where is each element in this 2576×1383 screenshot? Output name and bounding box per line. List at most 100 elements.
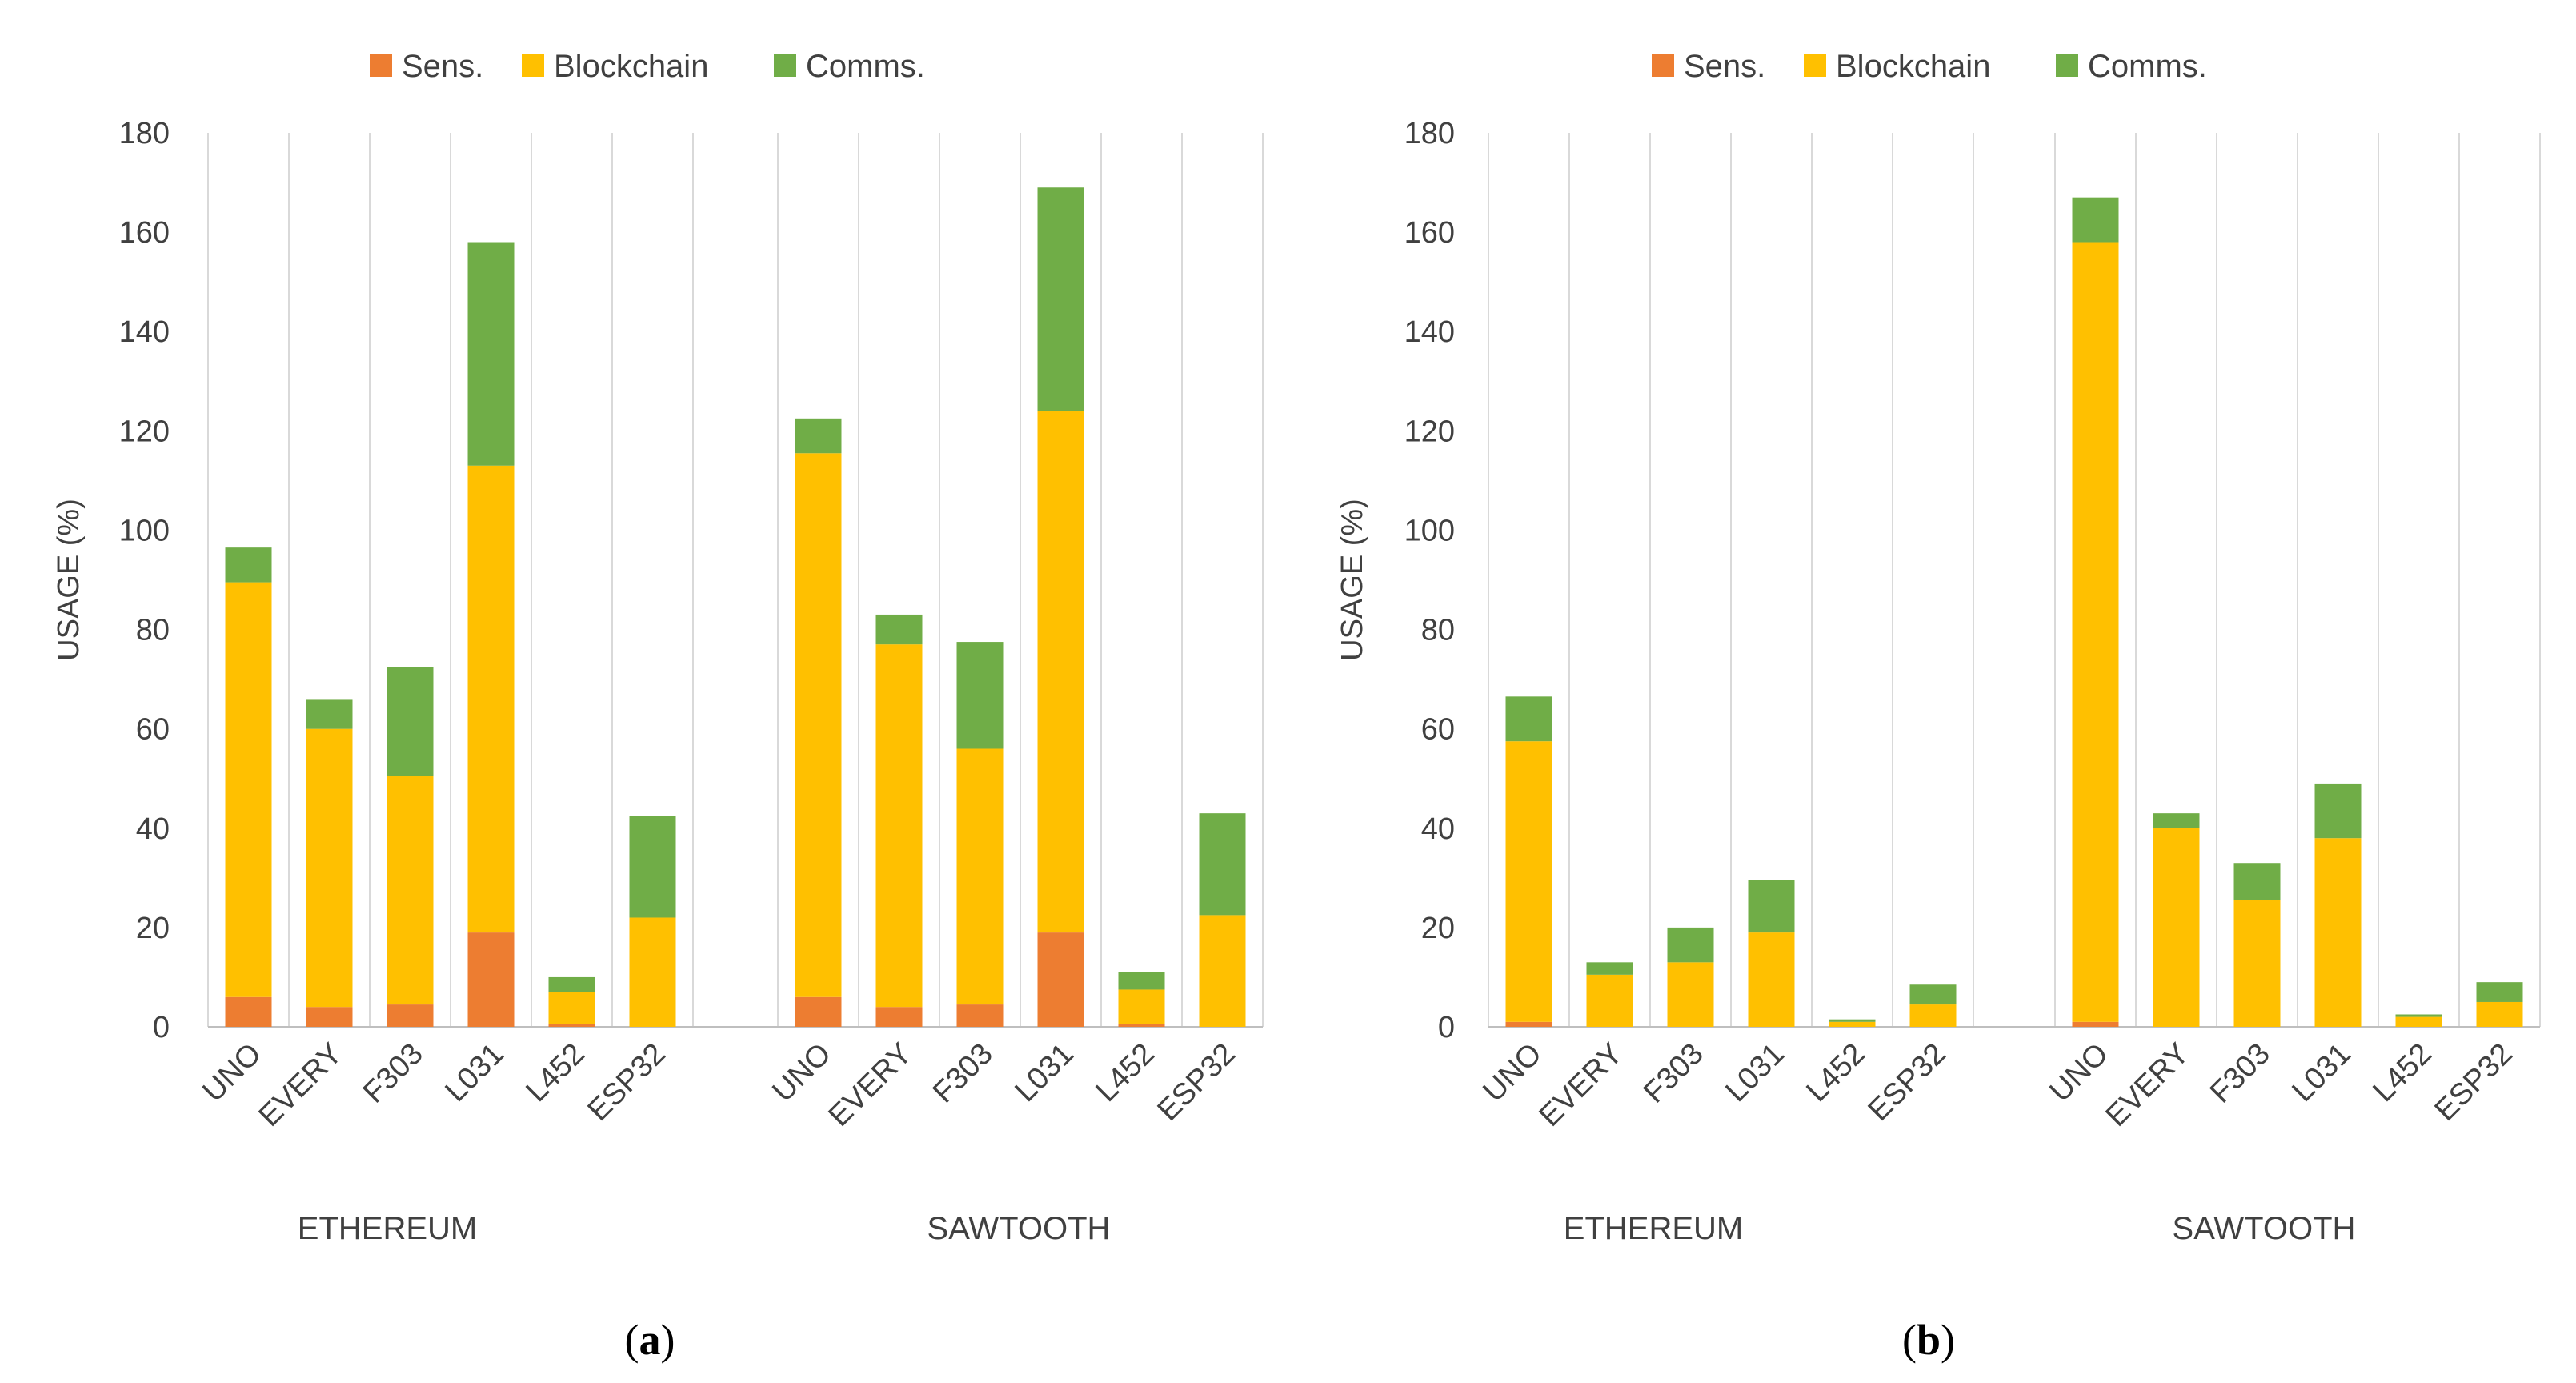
bar-comms-sawtooth-esp32 [1199,813,1246,916]
y-tick-label: 140 [119,315,170,349]
legend-swatch [1652,54,1674,77]
y-tick-label: 0 [153,1011,170,1044]
legend-swatch [370,54,392,77]
bar-comms-sawtooth-l031 [1037,187,1084,411]
y-tick-label: 180 [1404,117,1455,150]
legend-label: Sens. [1684,49,1765,84]
x-tick-label: EVERY [253,1037,349,1133]
x-tick-label: ESP32 [1152,1037,1242,1128]
x-tick-label: L031 [1719,1037,1790,1108]
bar-blockchain-sawtooth-f303 [2233,900,2281,1027]
bar-sens-ethereum-uno [225,996,272,1027]
y-tick-label: 40 [136,812,170,846]
bar-sens-sawtooth-uno [2072,1021,2119,1027]
x-tick-label: UNO [2043,1037,2114,1108]
bar-comms-sawtooth-uno [795,418,842,454]
bar-blockchain-ethereum-uno [225,582,272,997]
bar-sens-ethereum-uno [1505,1021,1552,1027]
x-tick-label: L452 [2366,1037,2438,1108]
bar-blockchain-ethereum-l031 [467,465,515,933]
bar-comms-sawtooth-every [875,614,923,645]
bar-sens-sawtooth-every [875,1007,923,1027]
bar-comms-ethereum-esp32 [1909,984,1957,1005]
x-tick-label: L031 [439,1037,510,1108]
bar-sens-ethereum-f303 [387,1004,434,1027]
bar-sens-sawtooth-f303 [956,1004,1004,1027]
group-label: ETHEREUM [1564,1211,1743,1246]
bar-comms-ethereum-esp32 [629,816,676,918]
x-tick-label: ESP32 [2429,1037,2519,1128]
bar-comms-ethereum-l452 [548,976,595,992]
caption-paren: ( [1902,1316,1917,1364]
bar-comms-sawtooth-f303 [956,642,1004,749]
y-tick-label: 0 [1438,1011,1455,1044]
y-tick-label: 160 [119,216,170,250]
legend-label: Comms. [2088,49,2207,84]
x-tick-label: L031 [2286,1037,2357,1108]
y-tick-label: 20 [136,912,170,945]
caption-paren: ) [661,1316,675,1364]
x-tick-label: F303 [357,1037,430,1110]
bar-blockchain-ethereum-l452 [1829,1021,1876,1027]
panel-caption: (b) [1902,1316,1955,1364]
bar-blockchain-ethereum-f303 [1667,962,1714,1027]
x-tick-label: UNO [1476,1037,1548,1108]
bar-sens-sawtooth-uno [795,996,842,1027]
group-label: SAWTOOTH [927,1211,1111,1246]
bar-blockchain-sawtooth-l452 [1118,989,1165,1024]
y-tick-label: 80 [1421,614,1455,647]
bar-sens-sawtooth-l452 [1118,1024,1165,1027]
bar-blockchain-ethereum-f303 [387,776,434,1005]
bar-blockchain-sawtooth-l031 [1037,411,1084,933]
y-tick-label: 120 [119,415,170,448]
bar-blockchain-sawtooth-l452 [2395,1016,2442,1027]
bar-comms-sawtooth-l452 [2395,1014,2442,1017]
bar-sens-ethereum-l452 [548,1024,595,1027]
bar-blockchain-sawtooth-uno [2072,242,2119,1022]
x-tick-label: UNO [766,1037,837,1108]
x-tick-label: L452 [1800,1037,1871,1108]
bar-comms-sawtooth-esp32 [2476,982,2523,1002]
legend-swatch [522,54,544,77]
bar-comms-sawtooth-l031 [2314,783,2362,839]
bar-blockchain-ethereum-esp32 [1909,1004,1957,1027]
bar-comms-sawtooth-every [2153,813,2200,828]
bar-blockchain-sawtooth-every [875,644,923,1008]
x-tick-label: L452 [519,1037,591,1108]
bar-comms-ethereum-l031 [467,242,515,466]
y-tick-label: 100 [119,514,170,547]
group-label: SAWTOOTH [2173,1211,2356,1246]
x-tick-label: UNO [196,1037,267,1108]
bar-comms-sawtooth-l452 [1118,972,1165,990]
bar-blockchain-sawtooth-every [2153,828,2200,1027]
legend-label: Blockchain [554,49,708,84]
bar-blockchain-sawtooth-f303 [956,748,1004,1005]
bar-blockchain-ethereum-every [1586,974,1633,1027]
bar-blockchain-sawtooth-esp32 [2476,1001,2523,1027]
bar-blockchain-ethereum-esp32 [629,917,676,1027]
y-tick-label: 60 [1421,713,1455,747]
legend-label: Sens. [402,49,483,84]
caption-paren: ( [625,1316,639,1364]
y-axis-label: USAGE (%) [1336,499,1369,661]
bar-blockchain-sawtooth-esp32 [1199,915,1246,1027]
bar-blockchain-sawtooth-uno [795,453,842,997]
bar-blockchain-ethereum-l031 [1748,932,1795,1027]
bar-comms-ethereum-every [1586,962,1633,975]
x-tick-label: ESP32 [582,1037,672,1128]
bar-comms-ethereum-f303 [387,667,434,776]
bar-blockchain-ethereum-uno [1505,741,1552,1022]
bar-comms-sawtooth-uno [2072,197,2119,243]
y-tick-label: 100 [1404,514,1455,547]
x-tick-label: ESP32 [1862,1037,1953,1128]
bar-comms-ethereum-uno [1505,696,1552,742]
y-tick-label: 160 [1404,216,1455,250]
y-tick-label: 40 [1421,812,1455,846]
x-tick-label: F303 [927,1037,1000,1110]
x-tick-label: L452 [1089,1037,1160,1108]
x-tick-label: F303 [2204,1037,2277,1110]
bar-sens-sawtooth-l031 [1037,932,1084,1027]
legend-label: Blockchain [1836,49,1990,84]
legend-swatch [774,54,796,77]
